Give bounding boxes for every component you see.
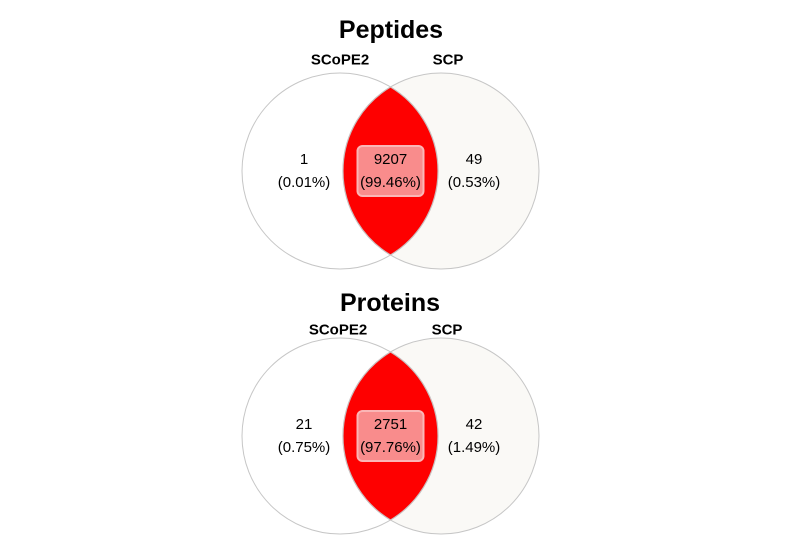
- venn-proteins-intersection-count: 2751: [374, 416, 407, 433]
- venn-proteins-left-percent: (0.75%): [278, 439, 331, 456]
- venn-proteins-title: Proteins: [340, 289, 440, 317]
- venn-peptides-left-set-label: SCoPE2: [311, 52, 369, 69]
- venn-proteins-intersection-percent: (97.76%): [360, 439, 421, 456]
- venn-peptides-left-percent: (0.01%): [278, 174, 331, 191]
- venn-proteins-right-set-label: SCP: [432, 322, 463, 339]
- venn-peptides-right-count: 49: [466, 151, 483, 168]
- venn-peptides-right-percent: (0.53%): [448, 174, 501, 191]
- venn-proteins-right-count: 42: [466, 416, 483, 433]
- venn-peptides-right-set-label: SCP: [433, 52, 464, 69]
- venn-proteins: Proteins SCoPE2 SCP 21 (0.75%) 2751 (97.…: [241, 289, 540, 535]
- venn-proteins-right-percent: (1.49%): [448, 439, 501, 456]
- venn-peptides-intersection-label-box: [356, 145, 425, 197]
- venn-peptides-intersection-count: 9207: [374, 151, 407, 168]
- venn-proteins-intersection-label-box: [356, 410, 425, 462]
- venn-proteins-left-set-label: SCoPE2: [309, 322, 367, 339]
- venn-peptides: Peptides SCoPE2 SCP 1 (0.01%) 9207 (99.4…: [241, 16, 540, 270]
- venn-peptides-left-count: 1: [300, 151, 308, 168]
- venn-peptides-title: Peptides: [339, 16, 443, 44]
- venn-proteins-left-count: 21: [296, 416, 313, 433]
- venn-peptides-intersection-percent: (99.46%): [360, 174, 421, 191]
